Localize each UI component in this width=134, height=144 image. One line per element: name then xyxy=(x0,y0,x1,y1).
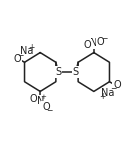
Text: +: + xyxy=(40,94,46,100)
Text: O: O xyxy=(42,102,50,112)
Text: Na: Na xyxy=(20,47,33,56)
Text: −: − xyxy=(110,84,117,93)
Text: −: − xyxy=(101,34,107,43)
Text: O: O xyxy=(83,40,91,50)
Text: −: − xyxy=(17,51,24,60)
Text: +: + xyxy=(28,43,34,52)
Text: O: O xyxy=(29,94,37,104)
Text: −: − xyxy=(46,106,52,115)
Text: +: + xyxy=(100,92,106,101)
Text: Na: Na xyxy=(101,88,114,97)
Text: O: O xyxy=(97,37,104,47)
Text: O: O xyxy=(113,80,121,90)
Text: O: O xyxy=(13,54,21,64)
Text: S: S xyxy=(73,67,79,77)
Text: +: + xyxy=(94,37,100,43)
Text: N: N xyxy=(90,38,98,48)
Text: S: S xyxy=(55,67,61,77)
Text: N: N xyxy=(36,96,44,106)
